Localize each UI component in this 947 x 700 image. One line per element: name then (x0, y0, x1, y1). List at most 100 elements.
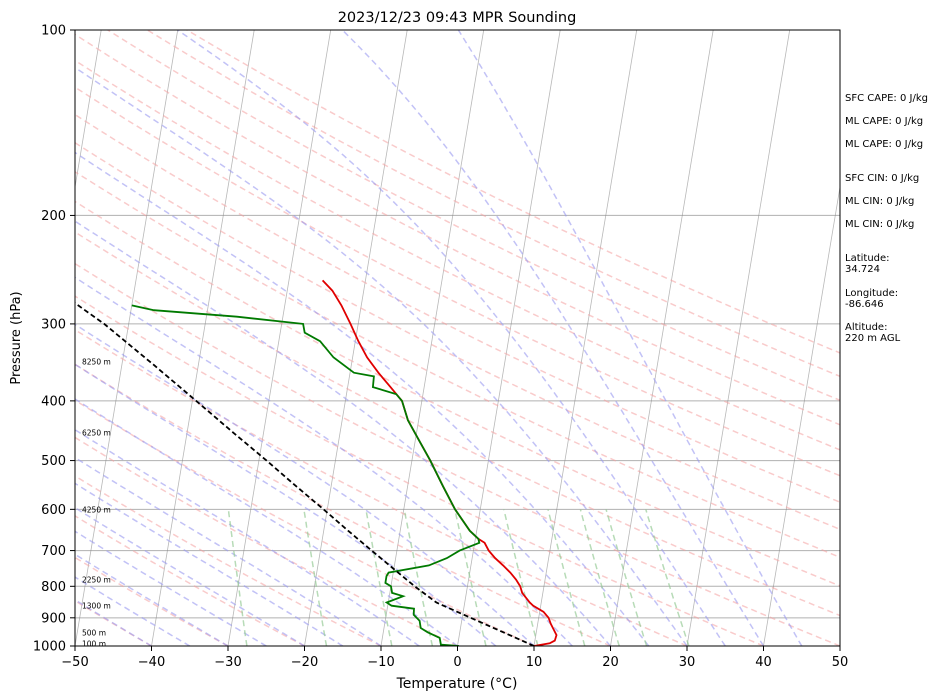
isotherm-line (304, 30, 408, 646)
y-tick-label: 300 (41, 317, 66, 332)
x-axis: −50 −40 −30 −20 −10 0 10 20 30 40 50 (61, 646, 848, 670)
dry-adiabat-line (75, 141, 840, 531)
moist-adiabat-line (75, 598, 152, 646)
isotherm-line (457, 30, 561, 646)
isotherm-line (686, 30, 791, 646)
altitude-text: Altitude: 220 m AGL (845, 322, 901, 344)
y-tick-label: 400 (41, 394, 66, 409)
isotherm-line (151, 30, 255, 646)
dewpoint-line (131, 304, 481, 646)
x-tick-label: 40 (755, 655, 772, 670)
x-tick-label: −40 (138, 655, 165, 670)
height-label: 6250 m (82, 428, 111, 437)
dry-adiabat-line (75, 86, 840, 477)
y-tick-label: 200 (41, 209, 66, 224)
moist-adiabat-line (177, 30, 726, 646)
dry-adiabat-line (75, 295, 764, 646)
isotherm-line (763, 184, 840, 646)
ml-cin-text-2: ML CIN: 0 J/kg (845, 219, 915, 230)
height-label: 8250 m (82, 357, 111, 366)
dry-adiabat-line (75, 399, 535, 646)
mixing-ratio-line (547, 509, 586, 646)
dry-adiabat-line (75, 515, 305, 646)
latitude-text: Latitude: 34.724 (845, 253, 890, 275)
height-label: 500 m (82, 628, 106, 637)
dry-adiabat-line (107, 30, 840, 402)
x-tick-label: 20 (602, 655, 619, 670)
mixing-ratio-line (645, 509, 690, 646)
moist-adiabat-line (75, 151, 650, 646)
y-tick-label: 600 (41, 503, 66, 518)
height-label: 1300 m (82, 602, 111, 611)
mixing-ratio-line (227, 509, 248, 646)
mixing-ratio-line (605, 509, 648, 646)
isotherm-line (380, 30, 485, 646)
chart-title: 2023/12/23 09:43 MPR Sounding (338, 10, 577, 26)
x-axis-label: Temperature (°C) (396, 676, 518, 692)
dry-adiabat-line (75, 59, 840, 451)
moist-adiabat-line (75, 323, 535, 646)
dry-adiabat-line (75, 556, 229, 646)
moist-adiabat-line (341, 30, 765, 646)
mixing-ratio-line (579, 509, 621, 646)
x-tick-label: −50 (61, 655, 88, 670)
ml-cape-text-2: ML CAPE: 0 J/kg (845, 139, 924, 150)
y-tick-label: 100 (41, 24, 66, 39)
moist-adiabat-line (75, 456, 382, 646)
x-tick-label: −10 (367, 655, 394, 670)
dry-adiabat-line (75, 170, 840, 559)
isotherm-line (75, 30, 102, 190)
moist-adiabat-line (75, 398, 458, 646)
mixing-ratio-line (303, 509, 328, 646)
dry-adiabat-line (146, 30, 840, 378)
moist-adiabat-line (75, 506, 305, 646)
y-tick-label: 500 (41, 454, 66, 469)
isotherm-line (533, 30, 638, 646)
x-tick-label: 30 (679, 655, 696, 670)
y-tick-label: 800 (41, 580, 66, 595)
dry-adiabat-line (75, 599, 152, 646)
temperature-line (321, 279, 558, 646)
x-tick-label: 10 (526, 655, 543, 670)
moist-adiabat-line (75, 482, 344, 646)
dry-adiabat-line (75, 475, 382, 646)
height-label: 2250 m (82, 576, 111, 585)
dry-adiabat-line (75, 363, 611, 646)
y-tick-label: 1000 (33, 640, 66, 655)
sfc-cape-text: SFC CAPE: 0 J/kg (845, 93, 928, 104)
isotherm-line (610, 30, 714, 646)
y-tick-label: 900 (41, 611, 66, 626)
y-tick-label: 700 (41, 544, 66, 559)
dry-adiabat-line (75, 328, 688, 646)
dry-adiabat-line (75, 113, 840, 503)
dry-adiabat-line (75, 262, 840, 646)
moist-adiabat-line (75, 363, 497, 646)
sfc-cin-text: SFC CIN: 0 J/kg (845, 173, 920, 184)
height-labels: 100 m 500 m 1300 m 2250 m 4250 m 6250 m 8250 m (82, 357, 111, 648)
moist-adiabat-line (75, 66, 688, 646)
mixing-ratio-line (403, 509, 434, 646)
plot-frame (74, 29, 841, 647)
isotherm-line (227, 30, 332, 646)
x-tick-label: −30 (214, 655, 241, 670)
height-label: 4250 m (82, 505, 111, 514)
isotherm-line (75, 30, 179, 646)
moist-adiabat-line (457, 30, 803, 646)
ml-cin-text-1: ML CIN: 0 J/kg (845, 196, 915, 207)
dry-adiabat-line (186, 30, 840, 354)
y-axis-label: Pressure (hPa) (9, 291, 24, 384)
height-label: 100 m (82, 639, 106, 648)
parcel-line (75, 301, 535, 646)
ml-cape-text-1: ML CAPE: 0 J/kg (845, 116, 924, 127)
background-lines (75, 30, 840, 646)
dry-adiabat-line (75, 436, 458, 646)
mixing-ratio-line (503, 509, 539, 646)
moist-adiabat-line (75, 553, 229, 646)
y-axis: 1000 900 800 700 600 500 400 300 200 100 (33, 24, 75, 655)
mixing-ratio-line (365, 509, 393, 646)
data-series (75, 279, 558, 646)
x-tick-label: −20 (291, 655, 318, 670)
mixing-ratio-line (454, 509, 487, 646)
x-tick-label: 50 (832, 655, 849, 670)
